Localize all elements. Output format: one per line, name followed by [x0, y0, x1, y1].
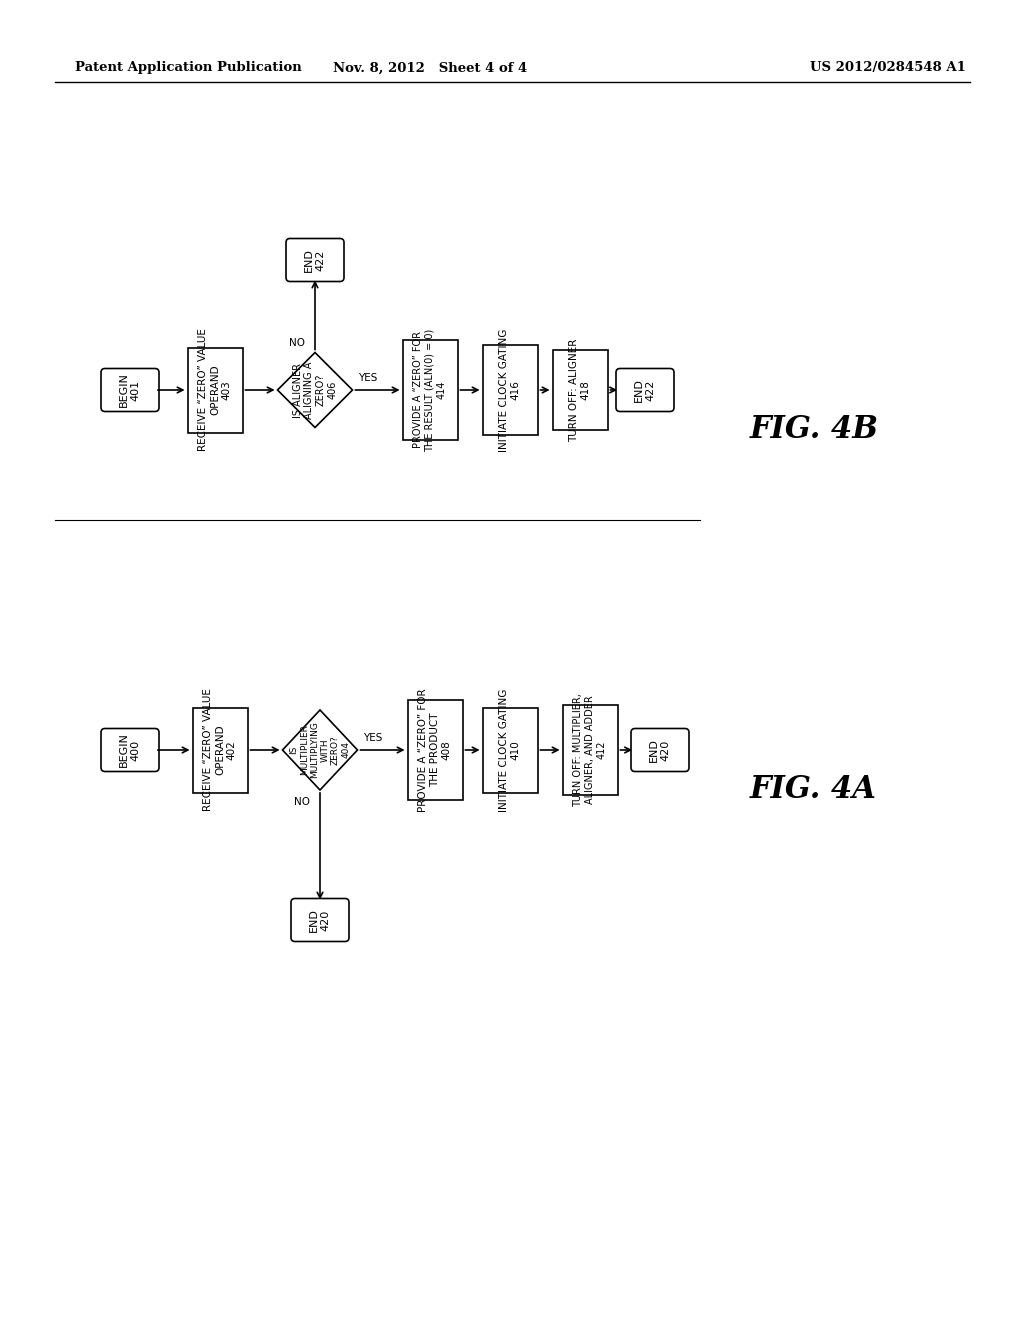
Text: IS ALIGNER
ALIGNING A
ZERO?
406: IS ALIGNER ALIGNING A ZERO? 406: [293, 362, 337, 418]
Text: Patent Application Publication: Patent Application Publication: [75, 62, 302, 74]
Text: Nov. 8, 2012   Sheet 4 of 4: Nov. 8, 2012 Sheet 4 of 4: [333, 62, 527, 74]
Text: INITIATE CLOCK GATING
410: INITIATE CLOCK GATING 410: [500, 688, 521, 812]
FancyBboxPatch shape: [631, 729, 689, 771]
FancyBboxPatch shape: [286, 239, 344, 281]
Text: RECEIVE “ZERO” VALUE
OPERAND
402: RECEIVE “ZERO” VALUE OPERAND 402: [204, 689, 237, 812]
Text: NO: NO: [294, 797, 310, 807]
Text: PROVIDE A “ZERO” FOR
THE PRODUCT
408: PROVIDE A “ZERO” FOR THE PRODUCT 408: [419, 688, 452, 812]
Text: END
420: END 420: [649, 738, 671, 762]
Polygon shape: [278, 352, 352, 428]
Text: FIG. 4B: FIG. 4B: [750, 414, 879, 446]
FancyBboxPatch shape: [291, 899, 349, 941]
Text: YES: YES: [357, 374, 377, 383]
Text: RECEIVE “ZERO” VALUE
OPERAND
403: RECEIVE “ZERO” VALUE OPERAND 403: [199, 329, 231, 451]
Text: PROVIDE A “ZERO” FOR
THE RESULT (ALN(0) = 0)
414: PROVIDE A “ZERO” FOR THE RESULT (ALN(0) …: [414, 329, 446, 451]
Text: NO: NO: [289, 338, 305, 347]
Text: FIG. 4A: FIG. 4A: [750, 775, 877, 805]
FancyBboxPatch shape: [101, 368, 159, 412]
Text: US 2012/0284548 A1: US 2012/0284548 A1: [810, 62, 966, 74]
Bar: [482, 708, 538, 792]
Text: END
420: END 420: [309, 908, 331, 932]
Text: IS
MULTIPLIER
MULTIPLYING
WITH
ZERO?
404: IS MULTIPLIER MULTIPLYING WITH ZERO? 404: [290, 722, 350, 779]
Text: TURN OFF: ALIGNER
418: TURN OFF: ALIGNER 418: [569, 338, 591, 442]
Bar: [482, 345, 538, 436]
Polygon shape: [283, 710, 357, 789]
Bar: [187, 347, 243, 433]
Bar: [408, 700, 463, 800]
FancyBboxPatch shape: [101, 729, 159, 771]
Text: END
422: END 422: [304, 248, 326, 272]
Text: TURN OFF: MULTIPLIER,
ALIGNER, AND ADDER
412: TURN OFF: MULTIPLIER, ALIGNER, AND ADDER…: [573, 693, 606, 807]
Text: INITIATE CLOCK GATING
416: INITIATE CLOCK GATING 416: [500, 329, 521, 451]
Bar: [402, 341, 458, 440]
FancyBboxPatch shape: [616, 368, 674, 412]
Text: BEGIN
401: BEGIN 401: [119, 372, 141, 408]
Text: YES: YES: [362, 733, 382, 743]
Text: END
422: END 422: [634, 378, 655, 401]
Bar: [193, 708, 248, 792]
Bar: [562, 705, 617, 795]
Text: BEGIN
400: BEGIN 400: [119, 733, 141, 767]
Bar: [553, 350, 607, 430]
